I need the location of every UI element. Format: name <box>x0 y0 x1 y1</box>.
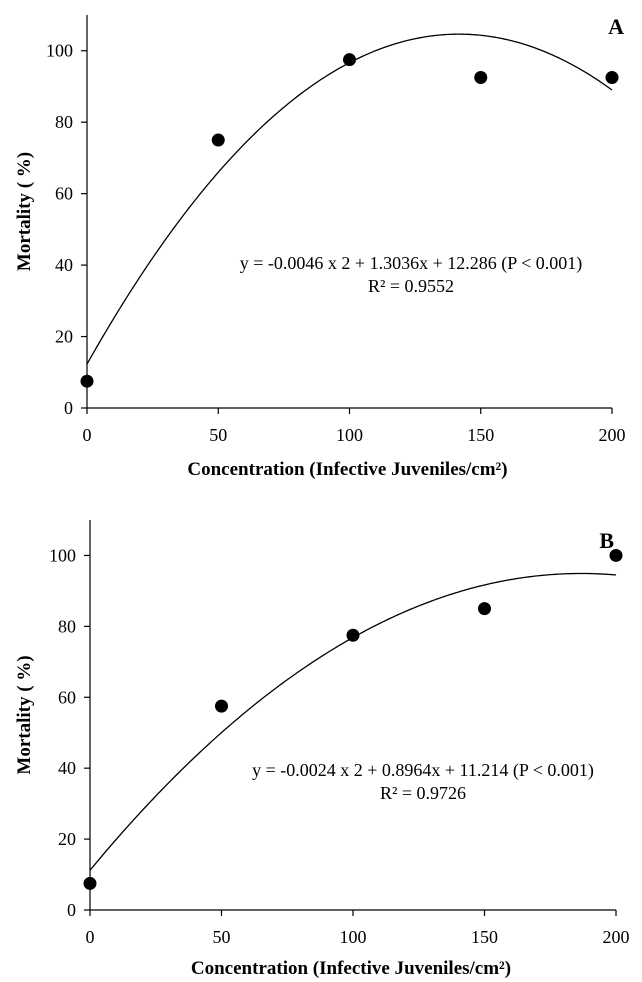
chart-a-svg: 0 20 40 60 80 100 0 50 100 150 200 y = -0.0046 x 2 … <box>14 14 626 480</box>
trendline <box>89 572 617 871</box>
y-tick-label: 60 <box>55 184 73 204</box>
y-tick-label: 80 <box>55 112 73 132</box>
data-point <box>211 133 225 147</box>
r-squared-label: R² = 0.9726 <box>380 783 466 803</box>
data-point <box>478 602 491 616</box>
x-tick-label: 100 <box>336 425 363 445</box>
y-tick-label: 60 <box>58 687 76 707</box>
regression-equation: y = -0.0024 x 2 + 0.8964x + 11.214 (P < … <box>252 760 594 781</box>
chart-b-svg: 0 20 40 60 80 100 0 50 100 150 200 y = -0.0024 x 2 … <box>14 520 630 979</box>
chart-panel-a: 0 20 40 60 80 100 0 50 100 150 200 y = -0.0046 x 2 … <box>0 0 642 490</box>
data-point <box>609 548 623 562</box>
y-tick-label: 100 <box>46 41 73 61</box>
x-tick-label: 0 <box>86 927 95 947</box>
data-point <box>80 374 94 388</box>
y-tick-label: 80 <box>58 616 76 636</box>
r-squared-label: R² = 0.9552 <box>368 276 454 296</box>
trendline <box>86 33 613 365</box>
data-point <box>215 699 228 713</box>
x-tick-label: 50 <box>209 425 227 445</box>
y-tick-label: 20 <box>55 327 73 347</box>
data-point <box>83 876 97 890</box>
y-tick-label: 20 <box>58 829 76 849</box>
data-point <box>474 71 488 85</box>
data-point <box>346 628 360 642</box>
x-tick-label: 100 <box>340 927 367 947</box>
y-axis-title: Mortality ( %) <box>14 655 35 774</box>
data-point <box>343 53 356 67</box>
x-axis-title: Concentration (Infective Juveniles/cm²) <box>187 459 507 480</box>
y-tick-label: 100 <box>49 545 76 565</box>
x-axis-title: Concentration (Infective Juveniles/cm²) <box>191 958 511 979</box>
x-tick-label: 200 <box>603 927 630 947</box>
x-tick-label: 200 <box>599 425 626 445</box>
chart-panel-b: 0 20 40 60 80 100 0 50 100 150 200 y = -0.0024 x 2 … <box>0 490 642 982</box>
y-tick-label: 40 <box>55 255 73 275</box>
regression-equation: y = -0.0046 x 2 + 1.3036x + 12.286 (P < … <box>240 253 582 274</box>
panel-label: A <box>608 14 624 39</box>
y-tick-label: 40 <box>58 758 76 778</box>
y-tick-label: 0 <box>64 398 73 418</box>
x-tick-label: 0 <box>83 425 92 445</box>
data-point <box>605 71 619 85</box>
x-tick-label: 150 <box>467 425 494 445</box>
panel-label: B <box>599 528 614 553</box>
x-tick-label: 50 <box>213 927 231 947</box>
x-tick-label: 150 <box>471 927 498 947</box>
y-axis-title: Mortality ( %) <box>14 152 35 271</box>
y-tick-label: 0 <box>67 900 76 920</box>
